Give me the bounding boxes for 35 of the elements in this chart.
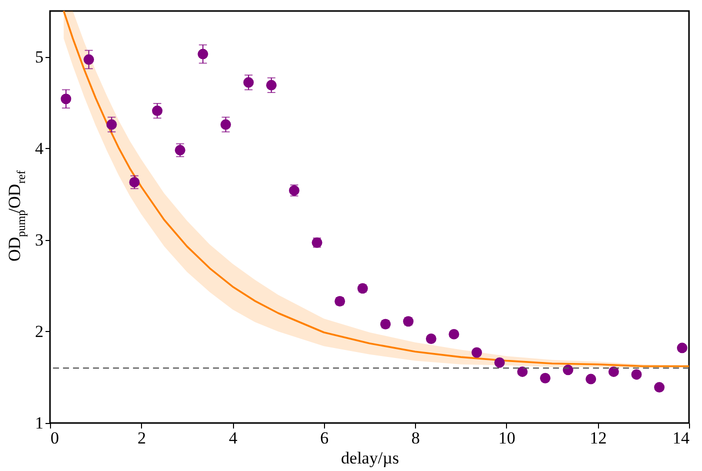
point [631, 369, 642, 380]
point [106, 119, 117, 130]
point [448, 328, 460, 340]
point [84, 54, 94, 65]
point [676, 342, 688, 354]
x-tick-label: 10 [498, 428, 516, 448]
x-axis-title: delay/µs [341, 448, 399, 468]
point [562, 364, 574, 376]
point [426, 334, 436, 344]
point [60, 94, 72, 104]
y-tick-label: 2 [35, 322, 44, 341]
point [517, 366, 528, 377]
x-tick-label: 0 [50, 428, 59, 448]
point [540, 372, 550, 384]
x-tick-label: 12 [590, 428, 607, 448]
y-axis-title: ODpump/ODref [5, 170, 28, 262]
y-tick-label: 4 [35, 138, 44, 158]
x-tick-label: 6 [320, 428, 329, 448]
x-tick-label: 14 [672, 428, 690, 448]
y-tick-label: 3 [35, 230, 44, 250]
x-tick-label: 8 [411, 428, 420, 448]
y-tick-label: 5 [35, 47, 44, 66]
point [608, 366, 619, 377]
point [586, 374, 596, 384]
point [243, 77, 254, 88]
point [494, 357, 505, 368]
y-tick-label: 1 [35, 414, 44, 432]
point [152, 106, 163, 116]
x-tick-label: 4 [228, 428, 238, 448]
x-tick-label: 2 [138, 428, 146, 448]
point [266, 80, 277, 90]
point [472, 347, 482, 358]
point [220, 119, 231, 130]
point [198, 48, 208, 60]
point [654, 382, 665, 393]
